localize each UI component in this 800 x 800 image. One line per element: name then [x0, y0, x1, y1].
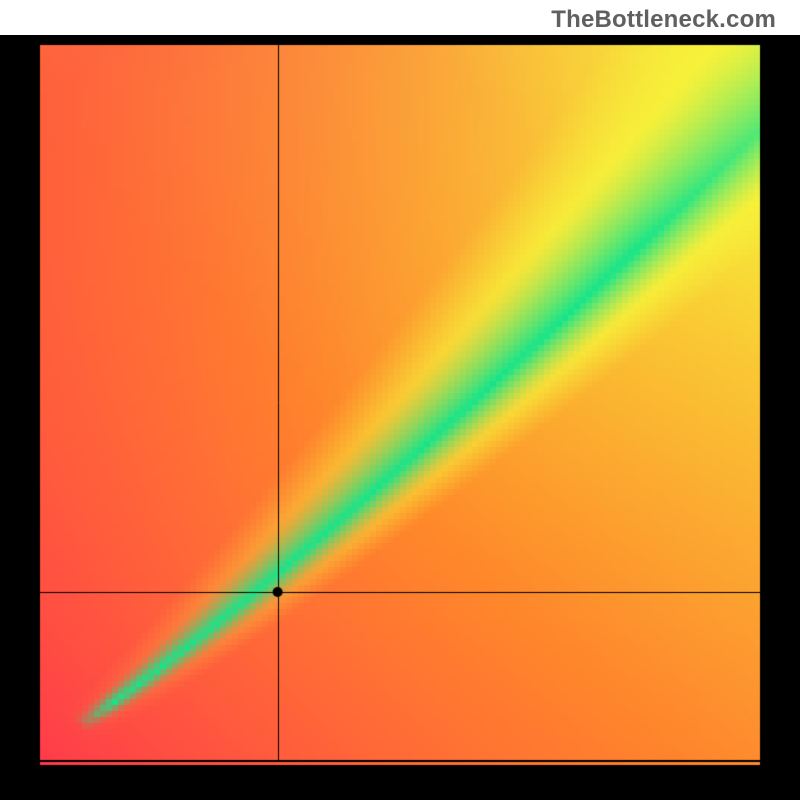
bottleneck-heatmap: [0, 35, 800, 800]
page-root: TheBottleneck.com: [0, 0, 800, 800]
chart-container: [0, 35, 800, 800]
watermark-text: TheBottleneck.com: [551, 6, 776, 34]
